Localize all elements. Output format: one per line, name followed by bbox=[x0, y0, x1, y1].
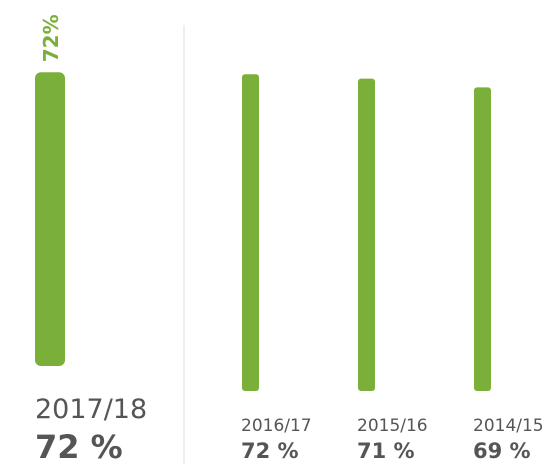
value-label: 72 % bbox=[241, 439, 299, 463]
bar bbox=[242, 74, 259, 391]
value-label: 71 % bbox=[357, 439, 415, 463]
bar bbox=[358, 78, 375, 391]
bar bbox=[474, 87, 491, 392]
category-label: 2016/17 bbox=[241, 416, 312, 436]
bar-top-label: 72% bbox=[39, 14, 63, 62]
category-label: 2015/16 bbox=[357, 416, 428, 436]
value-label: 69 % bbox=[473, 439, 531, 463]
category-label: 2014/15 bbox=[473, 416, 544, 436]
value-label: 72 % bbox=[35, 428, 123, 464]
bar bbox=[35, 72, 65, 367]
category-label: 2017/18 bbox=[35, 394, 147, 425]
